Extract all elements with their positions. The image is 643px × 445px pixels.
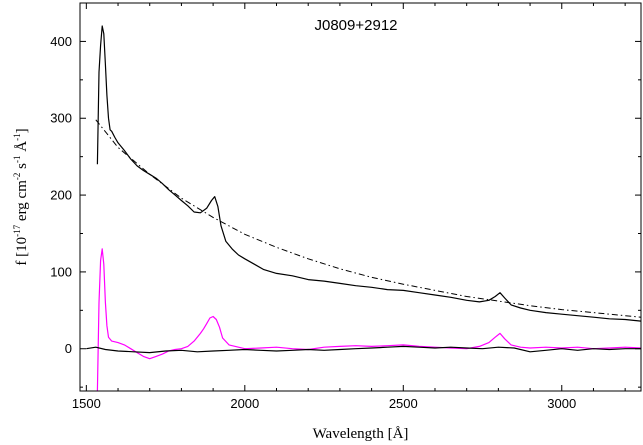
y-tick-label: 0 <box>65 341 72 356</box>
x-tick-label: 2500 <box>389 396 418 411</box>
y-axis-title: f [10-17 erg cm-2 s-1 Å-1] <box>12 128 30 265</box>
y-axis-title-exponent: -1 <box>12 133 22 141</box>
series-line-4 <box>86 345 641 354</box>
chart-title: J0809+2912 <box>315 17 398 34</box>
series-line-1 <box>96 25 642 322</box>
y-tick-label: 300 <box>50 111 72 126</box>
x-tick-label: 2000 <box>230 396 259 411</box>
y-axis-title-part: f [10 <box>14 237 30 266</box>
series-line-3 <box>96 248 642 392</box>
y-axis-title-exponent: -17 <box>12 224 22 236</box>
y-axis-title-exponent: -2 <box>12 173 22 181</box>
x-axis-title: Wavelength [Å] <box>313 426 409 442</box>
y-axis-title-part: ] <box>14 128 30 133</box>
y-axis-title-exponent: -1 <box>12 156 22 164</box>
y-tick-label: 200 <box>50 188 72 203</box>
series-layer <box>86 25 642 392</box>
series-line-2 <box>95 119 642 318</box>
x-tick-label: 3000 <box>547 396 576 411</box>
y-tick-label: 400 <box>50 34 72 49</box>
y-tick-label: 100 <box>50 264 72 279</box>
y-axis-title-part: Å <box>14 141 30 156</box>
y-axis-title-part: s <box>14 163 30 173</box>
plot-frame <box>79 2 642 392</box>
y-axis-title-part: erg cm <box>14 180 30 225</box>
ticks-layer: 1500 2000 2500 3000 0 100 200 300 400 <box>50 2 641 411</box>
x-tick-label: 1500 <box>72 396 101 411</box>
